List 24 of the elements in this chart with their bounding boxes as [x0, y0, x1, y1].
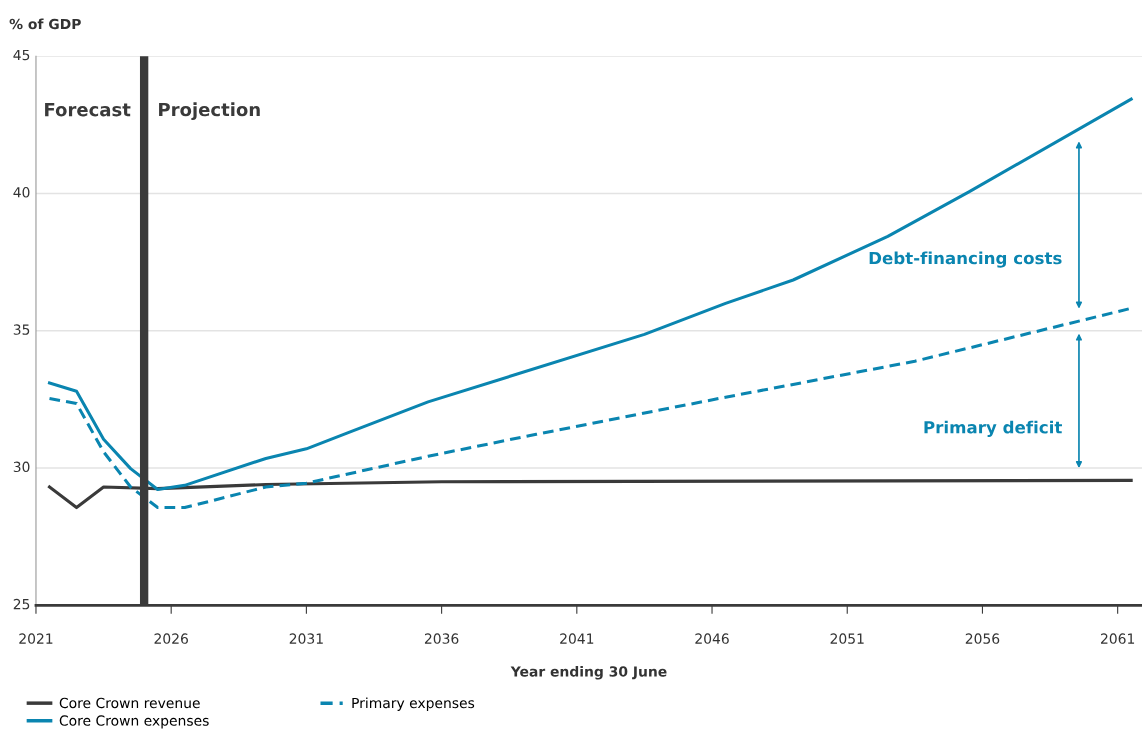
x-tick-label: 2061 [1101, 633, 1135, 644]
annotation: Forecast [45, 102, 131, 117]
legend-label: Primary expenses [352, 697, 475, 711]
x-tick-label: 2056 [965, 633, 1000, 644]
x-tick-label: 2036 [424, 633, 459, 644]
y-tick-label: 25 [13, 598, 30, 610]
x-tick-label: 2051 [830, 633, 864, 644]
y-tick-label: 30 [13, 461, 30, 473]
annotation: Primary deficit [924, 420, 1062, 437]
legend-label: Core Crown revenue [59, 697, 200, 709]
x-tick-label: 2021 [19, 633, 53, 644]
x-tick-label: 2041 [560, 633, 594, 644]
y-tick-label: 45 [13, 49, 30, 61]
x-tick-label: 2031 [289, 633, 323, 644]
x-tick-label: 2046 [695, 633, 729, 644]
y-axis-title: % of GDP [9, 18, 81, 30]
legend-label: Core Crown expenses [59, 715, 209, 729]
annotation: Debt-financing costs [869, 251, 1062, 268]
annotation: Projection [159, 102, 260, 120]
y-tick-label: 35 [13, 324, 30, 335]
x-axis-title: Year ending 30 June [510, 665, 667, 680]
line-series [47, 97, 1133, 491]
y-tick-label: 40 [13, 187, 30, 198]
x-tick-label: 2026 [154, 633, 188, 644]
